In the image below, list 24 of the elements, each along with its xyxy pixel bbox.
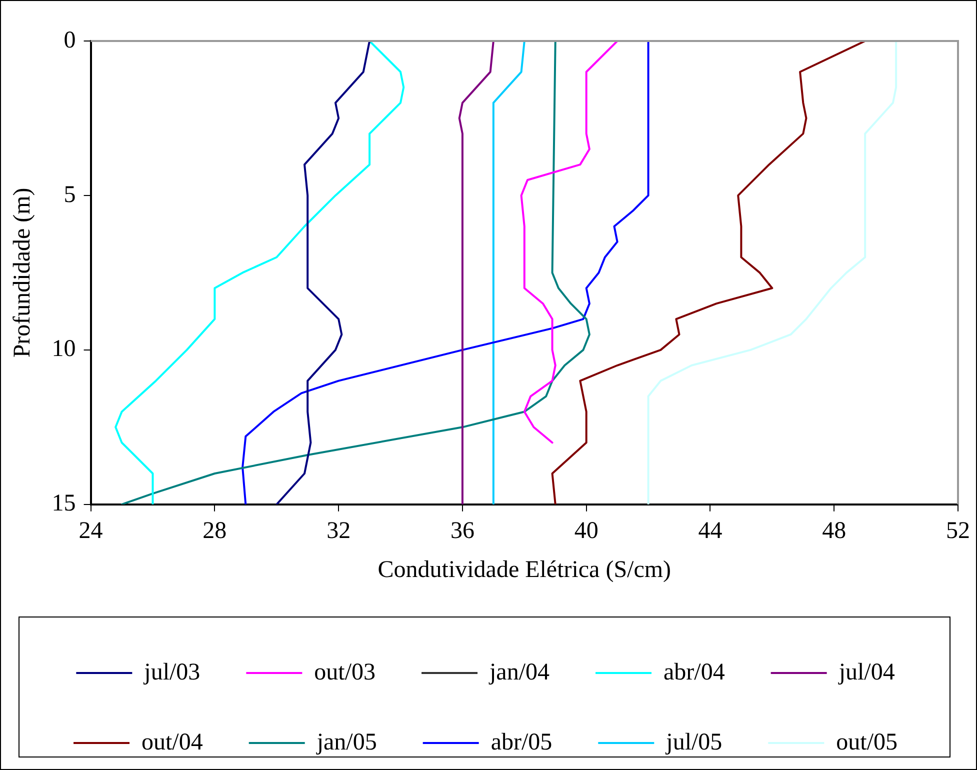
legend-label: jan/04 [488, 659, 550, 686]
x-tick-label: 24 [78, 518, 103, 544]
legend-label: out/04 [142, 729, 203, 756]
legend-label: out/03 [314, 659, 376, 686]
x-tick-label: 32 [326, 518, 351, 544]
legend-label: jul/05 [665, 729, 722, 756]
legend-label: abr/05 [490, 729, 552, 756]
x-tick-label: 28 [202, 518, 227, 544]
x-tick-label: 52 [946, 518, 970, 544]
y-tick-label: 5 [64, 182, 76, 208]
y-tick-label: 15 [52, 490, 76, 517]
y-tick-label: 10 [52, 336, 76, 362]
legend-label: out/05 [836, 729, 898, 756]
x-tick-label: 48 [822, 518, 846, 544]
y-axis-title: Profundidade (m) [10, 188, 36, 358]
legend-label: abr/04 [664, 659, 725, 686]
x-tick-label: 44 [698, 518, 722, 544]
x-tick-label: 40 [574, 518, 598, 544]
legend-label: jul/03 [143, 659, 200, 686]
x-axis-title: Condutividade Elétrica (S/cm) [378, 556, 672, 583]
y-tick-label: 0 [64, 27, 76, 54]
x-tick-label: 36 [450, 518, 474, 544]
legend-label: jul/04 [838, 659, 895, 686]
legend-label: jan/05 [316, 729, 377, 756]
